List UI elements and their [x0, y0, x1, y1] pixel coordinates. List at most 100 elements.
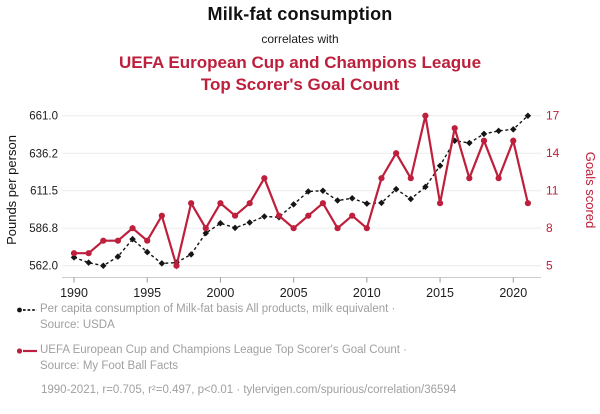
goals-data-point: [70, 250, 78, 257]
goals-series-line: [74, 115, 529, 271]
x-tick-label: 2010: [353, 286, 381, 300]
milk-fat-data-point: [524, 112, 532, 119]
milk-fat-data-point: [290, 201, 297, 208]
right-tick-label: 14: [546, 146, 560, 160]
page-title: Milk-fat consumption: [207, 4, 393, 24]
left-axis-title: Pounds per person: [4, 135, 19, 245]
milk-fat-data-point: [334, 197, 341, 204]
chart-legend: Per capita consumption of Milk-fat basis…: [16, 301, 576, 383]
milk-fat-data-point: [392, 185, 400, 193]
milk-fat-data-point: [187, 251, 195, 258]
x-tick-label: 1990: [60, 286, 88, 300]
left-tick-label: 636.2: [29, 148, 58, 160]
milk-fat-data-point: [305, 188, 312, 195]
goals-data-point: [231, 212, 239, 219]
secondary-title-line2: Top Scorer's Goal Count: [200, 75, 400, 94]
milk-fat-data-point: [129, 235, 136, 243]
goals-data-point: [480, 137, 488, 144]
goals-data-point: [144, 237, 151, 244]
goals-data-point: [510, 137, 517, 144]
milk-fat-data-point: [202, 229, 210, 237]
x-tick-label: 1995: [133, 286, 161, 300]
milk-fat-data-point: [85, 259, 92, 266]
goals-data-point: [319, 200, 327, 207]
goals-data-point: [290, 225, 297, 232]
goals-data-point: [275, 212, 283, 219]
x-tick-label: 2000: [207, 286, 235, 300]
x-tick-label: 2020: [499, 286, 527, 300]
goals-data-point: [334, 225, 341, 232]
title-connector: correlates with: [261, 32, 339, 46]
legend-item-uefa-goals: UEFA European Cup and Champions League T…: [16, 342, 576, 374]
milk-fat-data-point: [158, 260, 166, 267]
milk-fat-data-point: [363, 200, 371, 207]
milk-fat-data-point: [495, 127, 502, 135]
milk-fat-data-point: [100, 262, 107, 269]
goals-data-point: [363, 225, 370, 232]
goals-data-point: [524, 200, 532, 207]
goals-data-point: [246, 200, 253, 207]
milk-fat-data-point: [436, 162, 444, 169]
milk-fat-data-point: [407, 195, 415, 203]
stats-footer: 1990-2021, r=0.705, r²=0.497, p<0.01 · t…: [41, 384, 457, 396]
goals-data-point: [100, 237, 107, 244]
goals-data-point: [85, 250, 92, 257]
milk-fat-data-point: [246, 219, 253, 226]
goals-data-point: [349, 212, 356, 219]
milk-fat-data-point: [231, 224, 239, 232]
milk-fat-data-point: [114, 253, 122, 260]
goals-data-point: [451, 125, 458, 132]
milk-fat-data-point: [319, 187, 327, 194]
goals-data-point: [393, 150, 400, 157]
legend-milk-line1: Per capita consumption of Milk-fat basis…: [40, 303, 396, 315]
secondary-title-line1: UEFA European Cup and Champions League: [118, 53, 482, 72]
goals-data-point: [261, 175, 268, 182]
goals-data-point: [466, 175, 473, 182]
legend-uefa-line1: UEFA European Cup and Champions League T…: [40, 344, 408, 356]
milk-fat-data-point: [348, 195, 356, 202]
legend-uefa-line2: Source: My Foot Ball Facts: [40, 360, 179, 372]
milk-fat-data-point: [480, 130, 488, 138]
goals-data-point: [378, 175, 385, 182]
left-tick-label: 562.0: [29, 261, 58, 273]
milk-fat-data-point: [510, 126, 517, 133]
milk-fat-data-point: [261, 213, 268, 220]
goals-data-point: [217, 200, 224, 207]
milk-fat-data-point: [143, 248, 151, 256]
solid-line-marker-icon: [16, 348, 37, 354]
left-tick-label: 611.5: [30, 186, 58, 198]
goals-data-point: [173, 262, 180, 269]
goals-data-point: [407, 175, 414, 182]
milk-fat-data-point: [217, 220, 224, 227]
legend-label-milk-fat: Per capita consumption of Milk-fat basis…: [40, 301, 395, 333]
right-tick-label: 5: [546, 259, 553, 273]
milk-fat-data-point: [466, 139, 473, 147]
left-tick-label: 586.8: [29, 223, 58, 235]
goals-data-point: [495, 175, 502, 182]
goals-data-point: [129, 225, 136, 232]
goals-data-point: [114, 237, 122, 244]
left-tick-label: 661.0: [29, 111, 58, 123]
right-tick-label: 17: [546, 109, 560, 123]
secondary-title: UEFA European Cup and Champions League T…: [0, 52, 600, 96]
goals-data-point: [158, 212, 165, 219]
legend-label-uefa-goals: UEFA European Cup and Champions League T…: [40, 342, 407, 374]
goals-data-point: [305, 212, 312, 219]
right-tick-label: 11: [546, 184, 559, 198]
x-tick-label: 2005: [280, 286, 308, 300]
right-tick-label: 8: [546, 221, 553, 235]
x-tick-label: 2015: [426, 286, 454, 300]
legend-item-milk-fat: Per capita consumption of Milk-fat basis…: [16, 301, 576, 333]
chart-titles: Milk-fat consumption correlates with UEF…: [0, 0, 600, 96]
right-axis-title: Goals scored: [583, 152, 598, 229]
milk-fat-data-point: [378, 199, 385, 207]
legend-milk-line2: Source: USDA: [40, 319, 115, 331]
goals-data-point: [188, 200, 195, 207]
dashed-line-marker-icon: [17, 307, 37, 313]
goals-data-point: [422, 112, 429, 119]
goals-data-point: [202, 225, 209, 232]
milk-fat-data-point: [422, 183, 429, 191]
goals-data-point: [436, 200, 444, 207]
